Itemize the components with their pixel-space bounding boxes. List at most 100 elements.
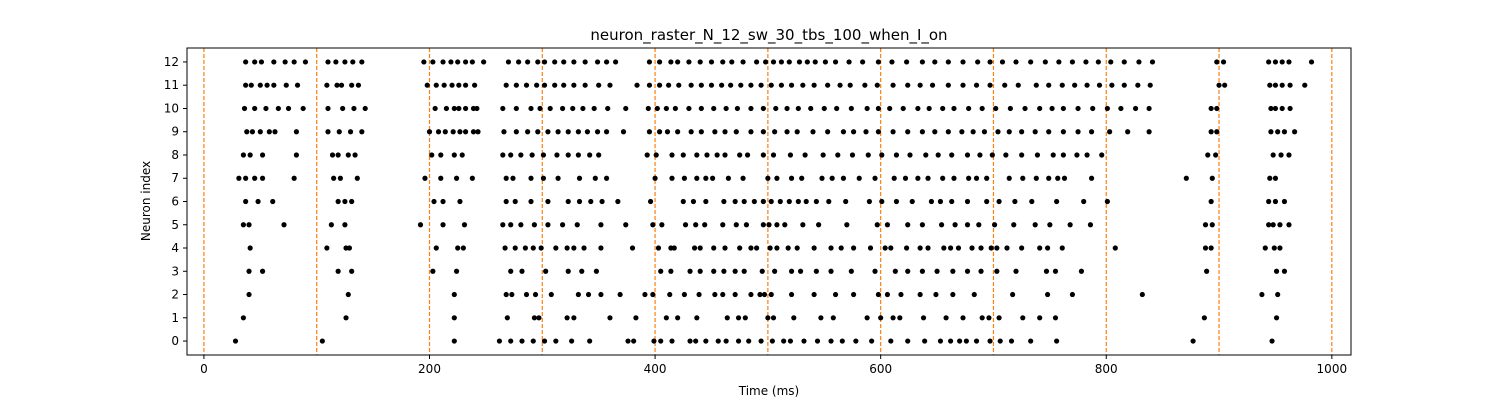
spike-dot xyxy=(529,152,535,158)
spike-dot xyxy=(342,198,348,205)
spike-dot xyxy=(576,198,583,205)
spike-dot xyxy=(757,291,763,298)
spike-dot xyxy=(240,222,246,228)
spike-dot xyxy=(737,245,743,251)
spike-dot xyxy=(758,338,764,344)
spike-dot xyxy=(455,59,461,65)
spike-dot xyxy=(598,291,604,298)
spike-dot xyxy=(575,291,581,298)
spike-dot xyxy=(453,268,460,274)
spike-dot xyxy=(513,105,519,112)
spike-dot xyxy=(1050,152,1056,158)
spike-dot xyxy=(270,198,276,205)
spike-dot xyxy=(1061,175,1068,181)
spike-dot xyxy=(1047,222,1053,228)
spike-dot xyxy=(257,129,263,135)
spike-dot xyxy=(1281,198,1288,205)
spike-dot xyxy=(808,105,814,112)
spike-dot xyxy=(971,291,977,298)
spike-dot xyxy=(1046,82,1052,88)
spike-dot xyxy=(669,175,675,181)
spike-dot xyxy=(528,105,534,112)
spike-dot xyxy=(359,129,365,135)
spike-dot xyxy=(704,152,710,158)
spike-dot xyxy=(1209,222,1215,228)
spike-dot xyxy=(875,59,882,65)
spike-dot xyxy=(675,59,681,65)
spike-dot xyxy=(772,268,778,274)
spike-dot xyxy=(501,129,507,135)
spike-dot xyxy=(714,152,720,158)
spike-dot xyxy=(979,105,985,112)
spike-dot xyxy=(874,222,880,228)
spike-dot xyxy=(264,82,270,88)
spike-dot xyxy=(720,291,726,298)
spike-dot xyxy=(523,291,530,298)
spike-dot xyxy=(461,222,468,228)
spike-dot xyxy=(1037,315,1043,321)
spike-dot xyxy=(766,222,772,228)
spike-dot xyxy=(564,315,570,321)
spike-dot xyxy=(799,175,805,181)
spike-dot xyxy=(565,198,571,205)
spike-dot xyxy=(712,291,718,298)
spike-dot xyxy=(888,338,894,344)
spike-dot xyxy=(1214,59,1220,65)
spike-dot xyxy=(964,268,971,274)
spike-dot xyxy=(545,198,551,205)
spike-dot xyxy=(884,291,891,298)
spike-dot xyxy=(864,315,870,321)
spike-dot xyxy=(1266,222,1272,228)
spike-dot xyxy=(503,82,509,88)
spike-dot xyxy=(581,245,587,251)
spike-dot xyxy=(623,222,629,228)
spike-dot xyxy=(787,152,794,158)
spike-dot xyxy=(862,82,868,88)
spike-dot xyxy=(721,268,727,274)
spike-dot xyxy=(1033,82,1039,88)
spike-dot xyxy=(1287,105,1293,112)
spike-dot xyxy=(530,245,536,251)
spike-dot xyxy=(345,152,351,158)
spike-dot xyxy=(937,338,944,344)
spike-dot xyxy=(459,152,465,158)
spike-dot xyxy=(905,129,911,135)
spike-dot xyxy=(347,129,354,135)
spike-dot xyxy=(496,338,503,344)
x-axis-label: Time (ms) xyxy=(738,384,800,398)
spike-dot xyxy=(508,268,514,274)
spike-dot xyxy=(324,245,330,251)
spike-dot xyxy=(963,338,969,344)
spike-dot xyxy=(1277,245,1283,251)
spike-dot xyxy=(282,59,288,65)
spike-dot xyxy=(866,198,872,205)
spike-dot xyxy=(1208,105,1214,112)
spike-dot xyxy=(293,152,300,158)
spike-dot xyxy=(456,105,462,112)
spike-dot xyxy=(469,175,475,181)
spike-dot xyxy=(688,82,694,88)
spike-dot xyxy=(283,82,289,88)
spike-dot xyxy=(1146,129,1152,135)
spike-dot xyxy=(243,59,249,65)
spike-dot xyxy=(751,198,757,205)
spike-dot xyxy=(1096,82,1103,88)
spike-dot xyxy=(579,268,585,274)
spike-dot xyxy=(593,268,600,274)
x-tick-label: 800 xyxy=(1095,362,1118,376)
spike-dot xyxy=(813,268,819,274)
spike-dot xyxy=(791,315,797,321)
spike-dot xyxy=(302,59,309,65)
spike-dot xyxy=(512,245,518,251)
spike-dot xyxy=(1121,59,1127,65)
spike-dot xyxy=(1202,222,1209,228)
spike-dot xyxy=(947,338,954,344)
x-axis-ticks: 0 200 400 600 800 1000 xyxy=(200,355,1347,376)
spike-dot xyxy=(541,338,548,344)
spike-dot xyxy=(828,245,834,251)
x-tick-label: 1000 xyxy=(1317,362,1348,376)
spike-dot xyxy=(537,105,543,112)
spike-dot xyxy=(531,222,538,228)
spike-dot xyxy=(772,129,778,135)
spike-dot xyxy=(988,245,994,251)
